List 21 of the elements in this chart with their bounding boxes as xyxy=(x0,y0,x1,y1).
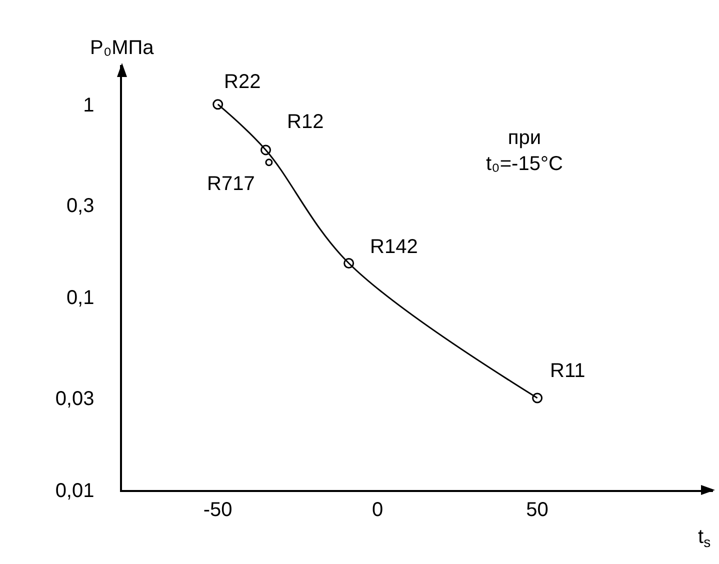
annotation: R11 xyxy=(550,360,586,382)
y-tick-label: 0,3 xyxy=(66,195,94,218)
annotation: R22 xyxy=(224,71,261,93)
annotation: R717 xyxy=(207,173,255,195)
x-axis-title: t$_{s}$ xyxy=(698,526,711,550)
y-axis-title: P₀МПа xyxy=(90,37,155,59)
y-tick-label: 1 xyxy=(83,94,94,116)
annotation: при t₀=-15°C xyxy=(486,127,563,175)
y-tick-label: 0,03 xyxy=(55,388,94,410)
annotation: R142 xyxy=(370,236,418,258)
x-tick-label: -50 xyxy=(203,498,232,521)
point xyxy=(344,258,354,268)
x-tick-label: 0 xyxy=(372,498,384,521)
annotation: R12 xyxy=(287,111,324,133)
point xyxy=(532,392,543,404)
x-tick-label: 50 xyxy=(526,498,548,521)
point xyxy=(212,99,224,110)
point xyxy=(265,158,273,166)
y-tick-label: 0,1 xyxy=(66,287,94,310)
y-tick-label: 0,01 xyxy=(55,480,94,502)
point xyxy=(260,144,272,156)
